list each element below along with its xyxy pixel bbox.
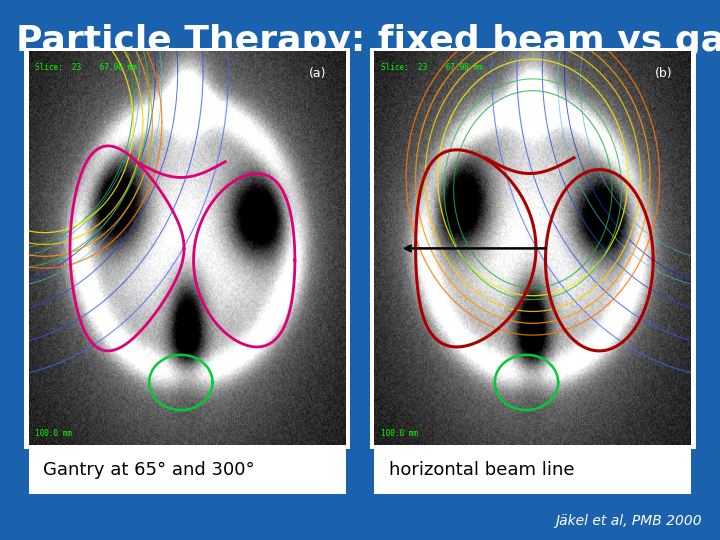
Bar [24,48,350,449]
Text: 100.0 mm: 100.0 mm [35,429,72,437]
Bar [370,48,696,449]
Bar [29,447,346,494]
Text: Particle Therapy: fixed beam vs gantry: Particle Therapy: fixed beam vs gantry [16,24,720,58]
Text: 100.0 mm: 100.0 mm [381,429,418,437]
Text: (b): (b) [654,67,672,80]
Text: Gantry at 65° and 300°: Gantry at 65° and 300° [43,461,255,480]
Text: Slice:  23    67.90 mm: Slice: 23 67.90 mm [381,63,482,72]
Text: (a): (a) [309,67,327,80]
Text: Slice:  23    67.90 mm: Slice: 23 67.90 mm [35,63,137,72]
Bar [374,447,691,494]
Text: horizontal beam line: horizontal beam line [389,461,575,480]
Text: Jäkel et al, PMB 2000: Jäkel et al, PMB 2000 [555,514,702,528]
